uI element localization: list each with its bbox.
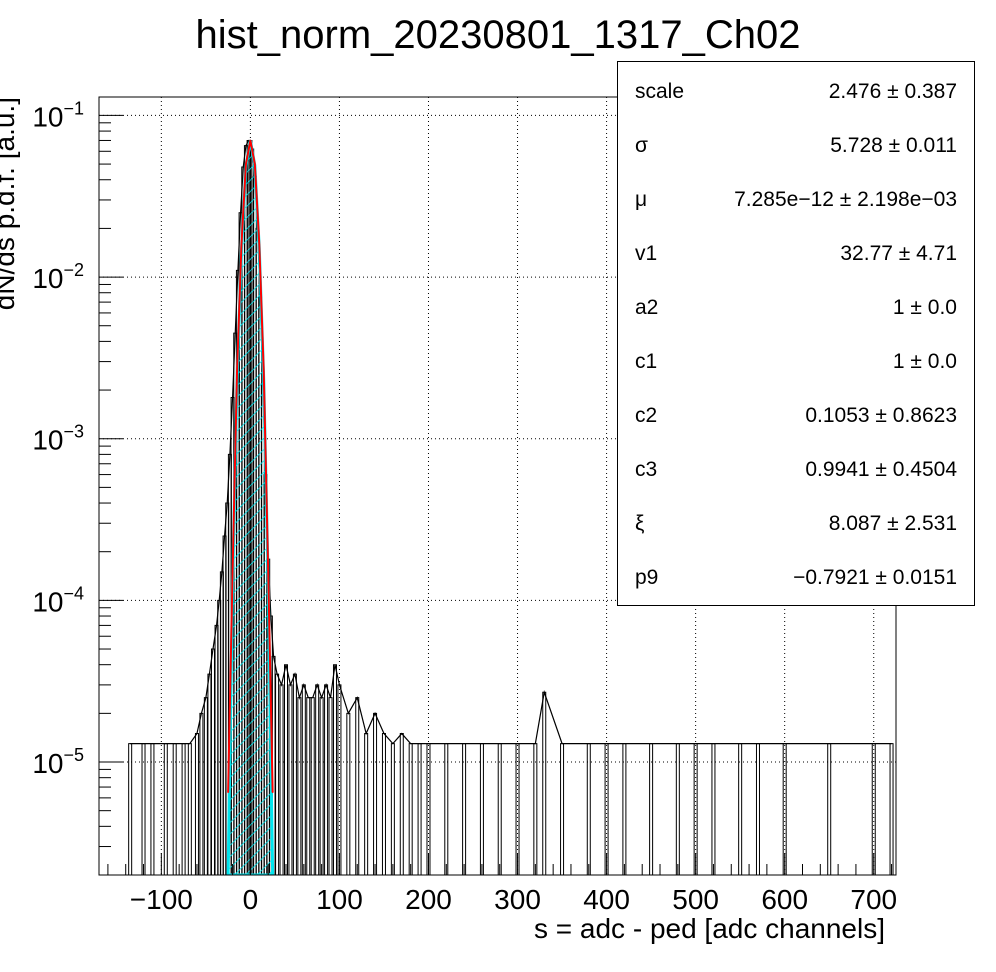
y-tick-base: 10: [32, 101, 63, 132]
stat-name: scale: [635, 80, 685, 103]
fit-point: [240, 243, 243, 245]
stat-name: v1: [635, 242, 658, 265]
x-tick-label: 700: [850, 884, 897, 915]
stat-row: ξ 8.087 ± 2.531: [618, 494, 974, 548]
x-tick-label: −100: [130, 884, 193, 915]
stat-value: −0.7921 ± 0.0151: [793, 566, 957, 589]
fit-point: [262, 370, 265, 373]
y-tick-base: 10: [32, 586, 63, 617]
stat-name: a2: [635, 296, 659, 319]
stat-name: p9: [635, 566, 659, 589]
y-tick-exponent: −5: [63, 745, 84, 765]
stat-row: σ 5.728 ± 0.011: [618, 116, 974, 170]
y-tick-label: 10−5: [32, 745, 84, 779]
histogram-envelope: [130, 139, 892, 745]
fit-point: [231, 571, 234, 573]
y-tick-label: 10−1: [32, 98, 84, 132]
y-tick-label: 10−4: [32, 583, 84, 617]
stat-value: 8.087 ± 2.531: [828, 512, 957, 535]
y-tick-label: 10−3: [32, 422, 84, 456]
y-tick-label: 10−2: [32, 260, 84, 294]
y-tick-exponent: −3: [63, 422, 84, 442]
x-axis-label: s = adc - ped [adc channels]: [534, 913, 885, 944]
fit-point: [254, 163, 256, 165]
x-tick-label: 200: [405, 884, 452, 915]
fit-point: [258, 243, 261, 245]
stat-value: 7.285e−12 ± 2.198e−03: [734, 188, 957, 211]
y-tick-exponent: −2: [63, 260, 84, 280]
fit-point: [227, 791, 229, 794]
x-tick-label: 600: [761, 884, 808, 915]
stat-value: 1 ± 0.0: [892, 350, 957, 373]
fit-point: [249, 139, 252, 142]
stat-value: 0.1053 ± 0.8623: [805, 404, 957, 427]
x-tick-label: 500: [672, 884, 719, 915]
stat-value: 2.476 ± 0.387: [828, 80, 957, 103]
axis-tick-labels: −100 0 100 200 300 400 500 600 70010−510−410−310…: [32, 98, 897, 915]
y-tick-base: 10: [32, 748, 63, 779]
stat-value: 5.728 ± 0.011: [830, 134, 957, 157]
x-tick-label: 0: [243, 884, 259, 915]
stat-row: v1 32.77 ± 4.71: [618, 224, 974, 278]
stat-name: σ: [635, 134, 648, 157]
fit-point: [267, 571, 269, 573]
stat-row: c1 1 ± 0.0: [618, 332, 974, 386]
stat-name: ξ: [635, 512, 645, 535]
axis-ticks: [99, 114, 893, 876]
x-tick-label: 300: [494, 884, 541, 915]
x-tick-label: 400: [583, 884, 630, 915]
fit-point: [271, 791, 274, 794]
y-axis-label: dN/ds p.d.f. [a.u.]: [0, 97, 20, 310]
fit-point: [236, 370, 238, 373]
stat-row: scale 2.476 ± 0.387: [618, 62, 974, 116]
stat-row: c2 0.1053 ± 0.8623: [618, 386, 974, 440]
stat-value: 1 ± 0.0: [892, 296, 957, 319]
y-tick-exponent: −1: [63, 98, 84, 118]
stat-row: p9 −0.7921 ± 0.0151: [618, 548, 974, 602]
chart-title: hist_norm_20230801_1317_Ch02: [196, 13, 801, 57]
stat-row: μ 7.285e−12 ± 2.198e−03: [618, 170, 974, 224]
y-tick-base: 10: [32, 263, 63, 294]
fit-point: [245, 163, 247, 165]
plot-area: [128, 139, 894, 875]
stat-row: c3 0.9941 ± 0.4504: [618, 440, 974, 494]
y-tick-exponent: −4: [63, 583, 84, 603]
stat-row: a2 1 ± 0.0: [618, 278, 974, 332]
stat-value: 0.9941 ± 0.4504: [805, 458, 957, 481]
y-tick-base: 10: [32, 425, 63, 456]
fit-stats-box: scale 2.476 ± 0.387 σ 5.728 ± 0.011 μ 7.285e−…: [617, 61, 975, 606]
stat-name: μ: [635, 188, 648, 211]
stat-name: c1: [635, 350, 658, 373]
stat-name: c2: [635, 404, 658, 427]
stat-name: c3: [635, 458, 658, 481]
x-tick-label: 100: [316, 884, 363, 915]
stat-value: 32.77 ± 4.71: [840, 242, 957, 265]
